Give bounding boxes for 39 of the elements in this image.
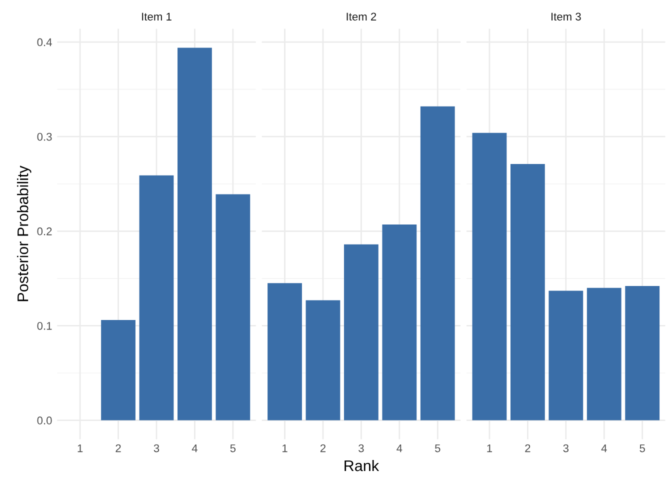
x-tick-label: 4 [396, 444, 402, 452]
bar [216, 194, 250, 420]
x-tick-label: 5 [230, 444, 236, 452]
chart-title: Item 2 [346, 12, 376, 21]
x-tick-label: 5 [434, 444, 440, 452]
y-tick-label: 0.2 [37, 227, 52, 236]
x-tick-label: 2 [320, 444, 326, 452]
y-axis-title: Posterior Probability [17, 166, 32, 302]
x-tick-label: 2 [525, 444, 530, 452]
bar [472, 132, 507, 420]
bar [548, 290, 584, 420]
bar [344, 244, 378, 420]
x-tick-label: 2 [116, 444, 121, 452]
chart-title: Item 1 [142, 12, 172, 21]
bar [510, 164, 545, 420]
bar [178, 48, 212, 420]
y-tick-label: 0.4 [37, 38, 52, 46]
x-tick-label: 5 [640, 444, 645, 452]
bar [139, 175, 174, 420]
bar [625, 286, 660, 420]
y-tick-label: 0.3 [37, 132, 52, 141]
bar [586, 288, 622, 420]
x-tick-label: 1 [282, 444, 288, 452]
bar [268, 283, 302, 420]
bar [382, 224, 417, 420]
y-tick-label: 0.0 [37, 416, 52, 424]
x-tick-label: 4 [192, 444, 198, 452]
y-tick-label: 0.1 [37, 322, 52, 330]
x-tick-label: 1 [487, 444, 492, 452]
x-tick-label: 3 [154, 444, 160, 452]
x-tick-label: 3 [563, 444, 569, 452]
x-tick-label: 4 [601, 444, 607, 452]
x-tick-label: 3 [358, 444, 364, 452]
x-axis-title: Rank [344, 460, 380, 472]
bar [101, 320, 136, 420]
x-tick-label: 1 [78, 444, 83, 452]
chart-title: Item 3 [551, 12, 581, 21]
bar [306, 300, 340, 420]
bar [420, 106, 455, 420]
